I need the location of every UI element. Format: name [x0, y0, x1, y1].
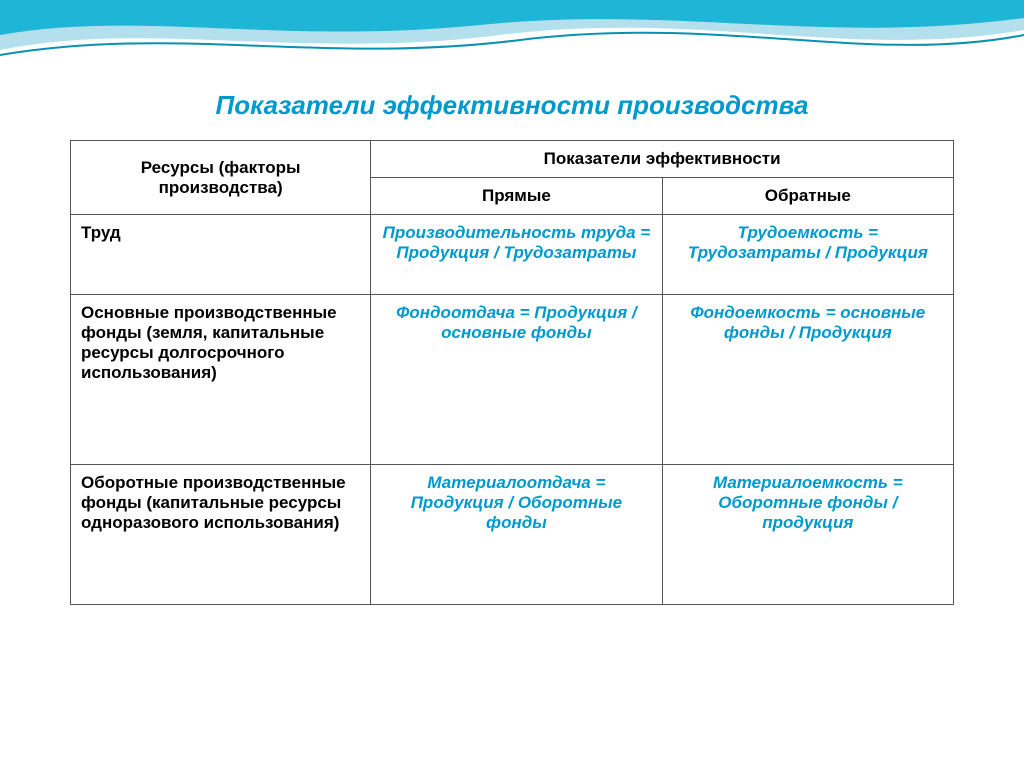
resource-cell: Труд [71, 215, 371, 295]
resource-cell: Оборотные производственные фонды (капита… [71, 465, 371, 605]
table-row: Оборотные производственные фонды (капита… [71, 465, 954, 605]
header-direct: Прямые [371, 178, 662, 215]
header-efficiency: Показатели эффективности [371, 141, 954, 178]
header-resources: Ресурсы (факторы производства) [71, 141, 371, 215]
wave-svg [0, 0, 1024, 100]
table-header: Ресурсы (факторы производства) Показател… [71, 141, 954, 215]
efficiency-table: Ресурсы (факторы производства) Показател… [70, 140, 954, 605]
slide-title: Показатели эффективности производства [0, 90, 1024, 121]
efficiency-table-container: Ресурсы (факторы производства) Показател… [70, 140, 954, 605]
resource-cell: Основные производственные фонды (земля, … [71, 295, 371, 465]
inverse-metric-cell: Трудоемкость = Трудозатраты / Продукция [662, 215, 953, 295]
table-row: Труд Производительность труда = Продукци… [71, 215, 954, 295]
header-inverse: Обратные [662, 178, 953, 215]
table-body: Труд Производительность труда = Продукци… [71, 215, 954, 605]
inverse-metric-cell: Фондоемкость = основные фонды / Продукци… [662, 295, 953, 465]
table-row: Основные производственные фонды (земля, … [71, 295, 954, 465]
direct-metric-cell: Фондоотдача = Продукция / основные фонды [371, 295, 662, 465]
direct-metric-cell: Материалоотдача = Продукция / Оборотные … [371, 465, 662, 605]
slide-container: Показатели эффективности производства Ре… [0, 0, 1024, 768]
wave-decoration [0, 0, 1024, 100]
direct-metric-cell: Производительность труда = Продукция / Т… [371, 215, 662, 295]
inverse-metric-cell: Материалоемкость = Оборотные фонды / про… [662, 465, 953, 605]
